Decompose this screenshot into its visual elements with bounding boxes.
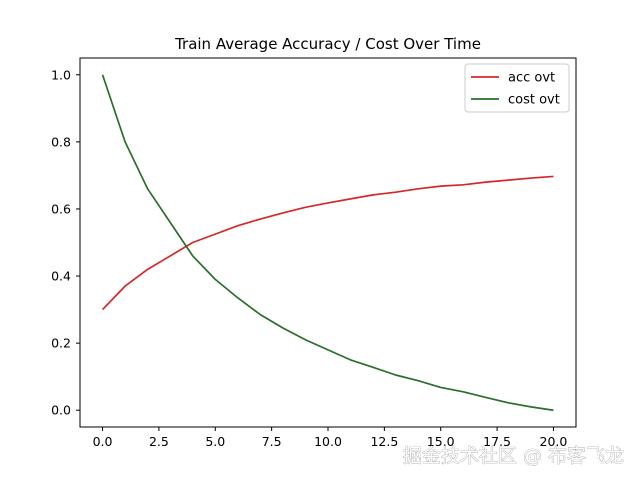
y-tick-label: 0.8: [51, 134, 71, 149]
watermark: 掘金技术社区 @ 布客飞龙: [403, 445, 624, 467]
series-line-cost-ovt: [101, 74, 554, 412]
x-tick-label: 15.0: [427, 434, 455, 449]
plot-area: [79, 57, 577, 428]
chart-title: Train Average Accuracy / Cost Over Time: [174, 35, 481, 53]
y-tick-label: 1.0: [51, 67, 71, 82]
y-tick-label: 0.0: [51, 403, 71, 418]
x-tick-label: 5.0: [205, 434, 225, 449]
y-tick-label: 0.6: [51, 201, 71, 216]
x-tick-label: 20.0: [540, 434, 568, 449]
legend-label: acc ovt: [508, 71, 555, 86]
series-line-acc-ovt: [101, 175, 554, 311]
x-tick-label: 7.5: [262, 434, 282, 449]
y-tick-label: 0.4: [51, 269, 71, 284]
legend: acc ovt cost ovt: [464, 63, 570, 113]
x-tick-label: 12.5: [370, 434, 398, 449]
x-tick-label: 17.5: [483, 434, 511, 449]
axes: 0.0 2.5 5.0 7.5 10.0 12.5 15.0 17.5 20.0 0.0 0.2 0.…: [51, 67, 567, 449]
x-tick-label: 2.5: [149, 434, 169, 449]
series-layer: [101, 74, 554, 412]
legend-box: [464, 63, 570, 113]
legend-label: cost ovt: [508, 93, 560, 108]
plot-frame: [79, 57, 577, 428]
y-tick-label: 0.2: [51, 336, 71, 351]
x-tick-label: 0.0: [93, 434, 113, 449]
x-tick-label: 10.0: [314, 434, 342, 449]
